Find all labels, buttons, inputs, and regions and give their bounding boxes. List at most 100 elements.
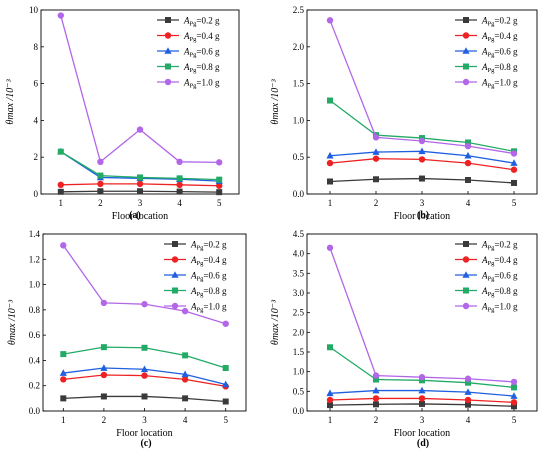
- data-point: [464, 388, 472, 395]
- legend-marker: [164, 78, 172, 86]
- data-point: [327, 344, 333, 351]
- data-point: [464, 396, 472, 404]
- data-point: [510, 399, 518, 406]
- data-point: [418, 147, 426, 155]
- y-tick-label: 0.8: [29, 305, 41, 315]
- data-point: [181, 307, 189, 315]
- data-point: [222, 365, 229, 372]
- y-tick-label: 0.4: [29, 355, 41, 365]
- x-axis-label: Floor location: [116, 428, 172, 439]
- data-point: [182, 352, 189, 359]
- x-tick-label: 3: [142, 415, 147, 425]
- legend-marker: [171, 302, 179, 310]
- data-point: [60, 376, 67, 383]
- data-point: [464, 375, 472, 382]
- data-point: [373, 401, 379, 408]
- panel-c: 0.0 0.2 0.4 0.6 0.8 1.0 1.2 1.4 1 2 3 4 5 Floor locat…: [7, 229, 247, 449]
- data-point: [510, 392, 518, 399]
- legend-label: APg=0.2 g: [481, 16, 518, 28]
- x-tick-label: 2: [98, 198, 103, 208]
- data-point: [510, 159, 518, 166]
- panel-d: 0.0 0.5 1.0 1.5 2.0 2.5 3.0 3.5 4.0 4.5 1 2 3 4 5 Floor…: [270, 229, 538, 449]
- data-point: [100, 364, 108, 371]
- y-tick-label: 1.5: [293, 347, 305, 357]
- x-tick-label: 5: [217, 198, 222, 208]
- data-point: [418, 386, 426, 394]
- y-tick-label: 3.5: [293, 268, 305, 278]
- y-tick-label: 10: [29, 5, 39, 15]
- x-tick-label: 5: [223, 415, 228, 425]
- data-point: [60, 351, 67, 358]
- legend-label: APg=0.8 g: [183, 62, 220, 74]
- legend-marker: [172, 287, 178, 294]
- y-tick-label: 2.5: [293, 308, 305, 318]
- legend-marker: [462, 78, 470, 86]
- data-point: [419, 400, 425, 407]
- y-tick-label: 2: [34, 152, 39, 162]
- data-point: [418, 137, 426, 145]
- y-tick-label: 2.0: [293, 327, 305, 337]
- x-tick-label: 3: [420, 415, 425, 425]
- legend-marker: [462, 302, 470, 310]
- data-point: [372, 395, 380, 402]
- panel-caption: (c): [140, 438, 151, 449]
- data-point: [465, 379, 471, 386]
- data-point: [222, 398, 229, 405]
- data-point: [465, 401, 471, 408]
- data-point: [57, 12, 64, 19]
- data-point: [511, 403, 517, 410]
- data-point: [216, 159, 223, 166]
- data-point: [181, 370, 189, 378]
- data-point: [418, 395, 426, 402]
- legend-marker: [164, 47, 172, 54]
- data-point: [57, 181, 64, 188]
- data-point: [465, 139, 471, 146]
- data-point: [97, 158, 104, 165]
- data-point: [60, 242, 67, 249]
- y-tick-label: 1.0: [293, 115, 305, 125]
- legend-marker: [171, 256, 179, 263]
- data-point: [419, 175, 425, 182]
- data-point: [60, 395, 67, 402]
- x-tick-label: 4: [466, 198, 471, 208]
- legend-label: APg=0.4 g: [481, 255, 518, 267]
- data-point: [372, 148, 380, 155]
- y-tick-label: 1.0: [293, 367, 305, 377]
- data-point: [216, 189, 223, 196]
- x-tick-label: 1: [328, 415, 333, 425]
- legend-label: APg=0.2 g: [183, 16, 220, 28]
- y-tick-label: 4.5: [293, 229, 305, 239]
- x-tick-label: 4: [183, 415, 188, 425]
- legend-marker: [165, 63, 171, 70]
- legend-label: APg=0.6 g: [481, 271, 518, 283]
- data-point: [141, 300, 148, 308]
- data-point: [182, 395, 189, 402]
- data-point: [510, 378, 518, 386]
- data-point: [326, 17, 334, 24]
- data-point: [136, 126, 144, 133]
- data-point: [57, 188, 64, 195]
- legend-label: APg=0.6 g: [183, 47, 220, 59]
- y-tick-label: 0.5: [293, 152, 305, 162]
- legend-marker: [172, 241, 178, 247]
- panel-b: 0.0 0.5 1.0 1.5 2.0 2.5 1 2 3 4 5 Floor location θma…: [270, 5, 538, 222]
- data-point: [57, 148, 64, 155]
- x-tick-label: 2: [102, 415, 107, 425]
- y-tick-label: 0.0: [29, 406, 41, 416]
- legend-marker: [463, 17, 469, 23]
- data-point: [141, 393, 148, 400]
- data-point: [59, 369, 67, 376]
- x-tick-label: 5: [512, 198, 517, 208]
- x-tick-label: 1: [61, 415, 66, 425]
- data-point: [326, 396, 334, 404]
- data-point: [141, 372, 148, 379]
- y-tick-label: 8: [34, 42, 39, 52]
- legend-label: APg=0.2 g: [190, 240, 227, 252]
- legend-label: APg=1.0 g: [183, 78, 220, 90]
- data-point: [464, 159, 472, 167]
- y-tick-label: 0.0: [293, 189, 305, 199]
- data-point: [372, 134, 380, 141]
- y-tick-label: 0.0: [293, 406, 305, 416]
- x-tick-label: 4: [177, 198, 182, 208]
